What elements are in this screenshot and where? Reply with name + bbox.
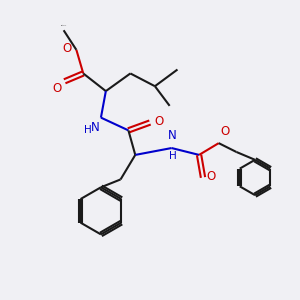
Text: N: N xyxy=(168,129,177,142)
Text: O: O xyxy=(206,170,215,183)
Text: O: O xyxy=(52,82,62,95)
Text: O: O xyxy=(221,125,230,138)
Text: O: O xyxy=(154,115,163,128)
Text: H: H xyxy=(84,125,92,136)
Text: N: N xyxy=(91,121,99,134)
Text: methoxy: methoxy xyxy=(61,25,67,26)
Text: H: H xyxy=(169,151,176,161)
Text: O: O xyxy=(62,42,71,56)
